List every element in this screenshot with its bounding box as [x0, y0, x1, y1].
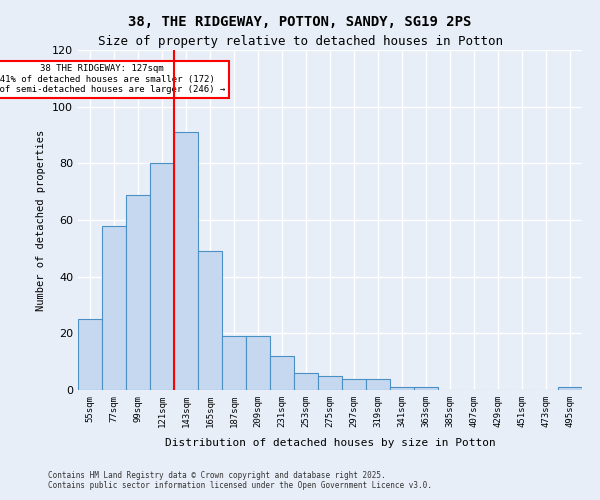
Bar — [150, 164, 174, 390]
Bar — [366, 378, 390, 390]
Text: 38 THE RIDGEWAY: 127sqm
← 41% of detached houses are smaller (172)
59% of semi-d: 38 THE RIDGEWAY: 127sqm ← 41% of detache… — [0, 64, 226, 94]
Bar — [558, 387, 582, 390]
Y-axis label: Number of detached properties: Number of detached properties — [37, 130, 46, 310]
Bar — [270, 356, 294, 390]
Text: 38, THE RIDGEWAY, POTTON, SANDY, SG19 2PS: 38, THE RIDGEWAY, POTTON, SANDY, SG19 2P… — [128, 15, 472, 29]
Bar — [222, 336, 246, 390]
Bar — [102, 226, 126, 390]
Bar — [414, 387, 438, 390]
X-axis label: Distribution of detached houses by size in Potton: Distribution of detached houses by size … — [164, 438, 496, 448]
Text: Size of property relative to detached houses in Potton: Size of property relative to detached ho… — [97, 35, 503, 48]
Bar — [198, 251, 222, 390]
Text: Contains HM Land Registry data © Crown copyright and database right 2025.
Contai: Contains HM Land Registry data © Crown c… — [48, 470, 432, 490]
Bar — [78, 319, 102, 390]
Bar — [246, 336, 270, 390]
Bar — [342, 378, 366, 390]
Bar — [174, 132, 198, 390]
Bar — [390, 387, 414, 390]
Bar — [294, 373, 318, 390]
Bar — [126, 194, 150, 390]
Bar — [318, 376, 342, 390]
